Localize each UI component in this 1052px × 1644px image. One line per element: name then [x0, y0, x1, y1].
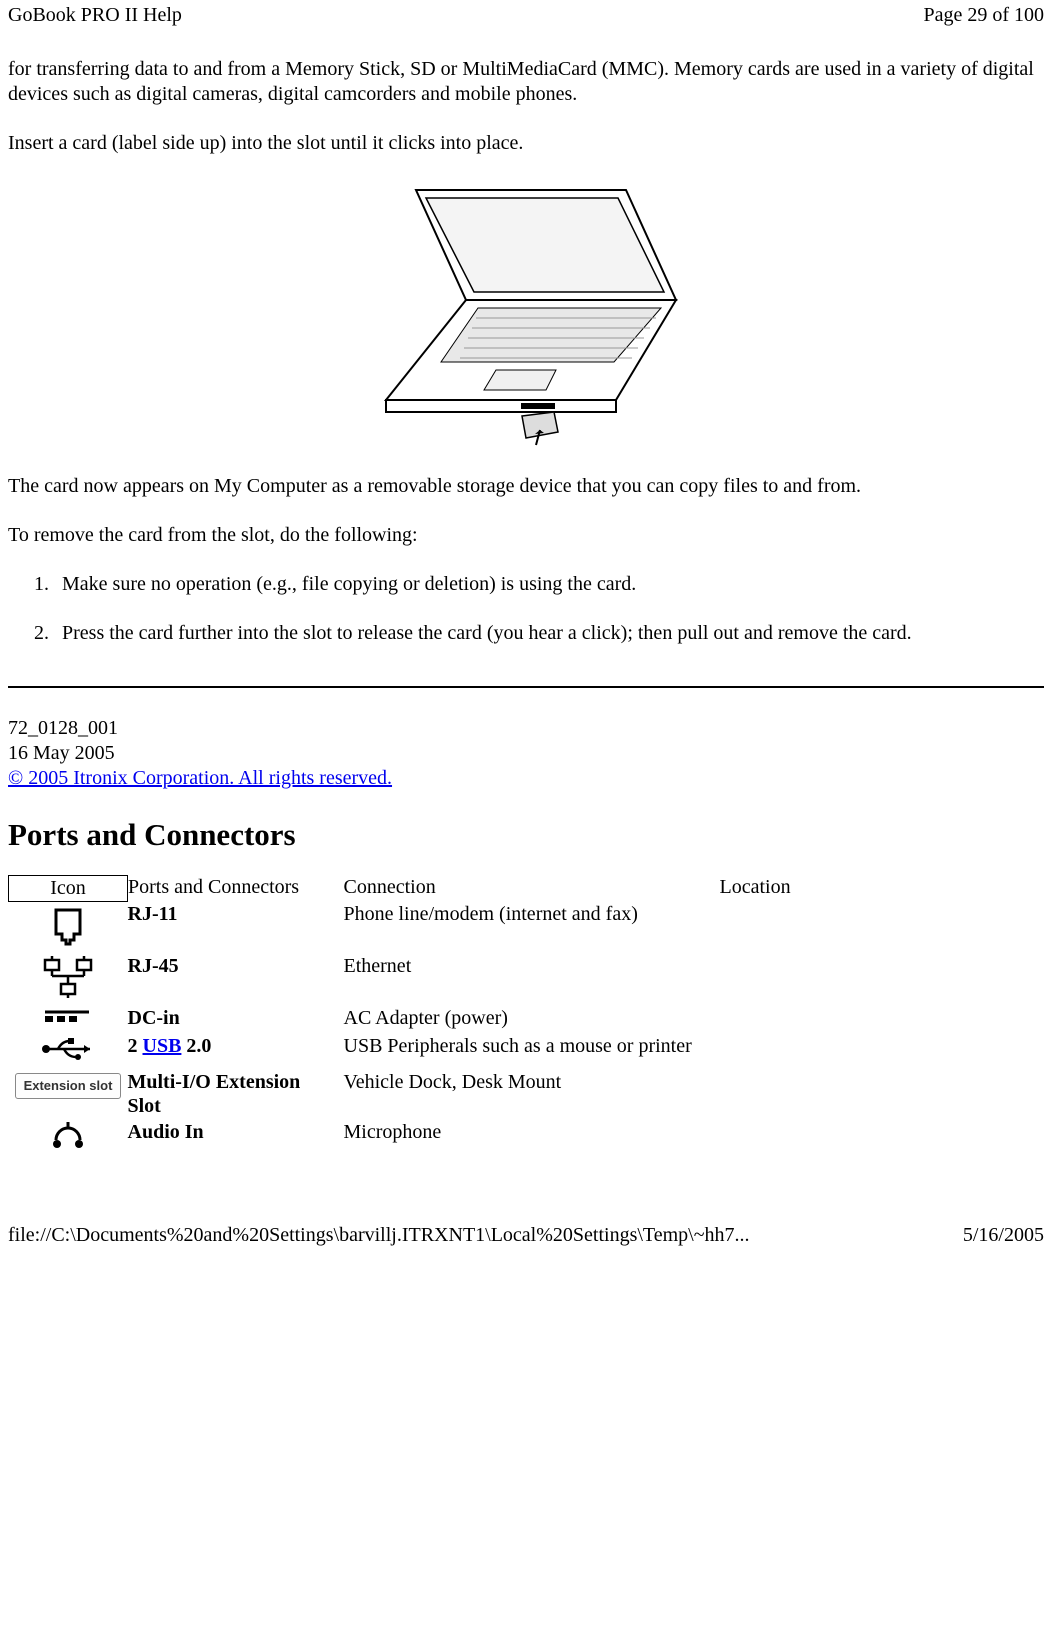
paragraph-remove-intro: To remove the card from the slot, do the…	[8, 523, 1044, 548]
port-location	[720, 954, 1045, 1006]
icon-cell	[9, 954, 128, 1006]
audio-in-icon	[50, 1122, 86, 1162]
port-location	[720, 1070, 1045, 1120]
section-title: Ports and Connectors	[8, 817, 1044, 853]
remove-steps-list: Make sure no operation (e.g., file copyi…	[8, 572, 1044, 646]
page-header: GoBook PRO II Help Page 29 of 100	[8, 0, 1044, 57]
icon-cell: Extension slot	[9, 1070, 128, 1120]
icon-cell	[9, 1006, 128, 1034]
section-divider	[8, 686, 1044, 688]
extension-slot-icon: Extension slot	[15, 1073, 122, 1099]
rj45-icon	[41, 956, 95, 1004]
rj11-icon	[48, 904, 88, 952]
table-header-row: Icon Ports and Connectors Connection Loc…	[9, 876, 1045, 902]
copyright-link[interactable]: © 2005 Itronix Corporation. All rights r…	[8, 767, 392, 789]
port-name: RJ-45	[128, 954, 344, 1006]
port-location	[720, 1006, 1045, 1034]
th-location: Location	[720, 876, 1045, 902]
th-icon: Icon	[9, 876, 128, 902]
footer-path: file://C:\Documents%20and%20Settings\bar…	[8, 1224, 750, 1247]
dcin-icon	[43, 1008, 93, 1032]
usb-link[interactable]: USB	[143, 1035, 182, 1057]
paragraph-intro: for transferring data to and from a Memo…	[8, 57, 1044, 107]
port-location	[720, 1120, 1045, 1164]
footer-date: 5/16/2005	[963, 1224, 1044, 1247]
port-connection: AC Adapter (power)	[344, 1006, 720, 1034]
page-footer: file://C:\Documents%20and%20Settings\bar…	[8, 1164, 1044, 1253]
table-row: Extension slot Multi-I/O Extension Slot …	[9, 1070, 1045, 1120]
laptop-illustration	[346, 180, 706, 450]
table-row: Audio In Microphone	[9, 1120, 1045, 1164]
port-name: Multi-I/O Extension Slot	[128, 1070, 344, 1120]
th-connection: Connection	[344, 876, 720, 902]
table-row: DC-in AC Adapter (power)	[9, 1006, 1045, 1034]
document-number: 72_0128_001	[8, 717, 118, 739]
document-meta: 72_0128_001 16 May 2005 © 2005 Itronix C…	[8, 716, 1044, 791]
icon-cell	[9, 902, 128, 955]
port-connection: USB Peripherals such as a mouse or print…	[344, 1034, 720, 1070]
port-name: Audio In	[128, 1120, 344, 1164]
usb-suffix: 2.0	[181, 1035, 211, 1057]
port-location	[720, 1034, 1045, 1070]
usb-icon	[40, 1036, 96, 1068]
icon-cell	[9, 1120, 128, 1164]
port-connection: Microphone	[344, 1120, 720, 1164]
port-name: DC-in	[128, 1006, 344, 1034]
paragraph-appears: The card now appears on My Computer as a…	[8, 474, 1044, 499]
port-connection: Vehicle Dock, Desk Mount	[344, 1070, 720, 1120]
port-connection: Ethernet	[344, 954, 720, 1006]
document-date: 16 May 2005	[8, 742, 115, 764]
port-connection: Phone line/modem (internet and fax)	[344, 902, 720, 955]
table-row: 2 USB 2.0 USB Peripherals such as a mous…	[9, 1034, 1045, 1070]
usb-prefix: 2	[128, 1035, 143, 1057]
table-row: RJ-11 Phone line/modem (internet and fax…	[9, 902, 1045, 955]
port-name: 2 USB 2.0	[128, 1034, 344, 1070]
header-left: GoBook PRO II Help	[8, 4, 182, 27]
th-ports: Ports and Connectors	[128, 876, 344, 902]
step-1: Make sure no operation (e.g., file copyi…	[54, 572, 1044, 597]
ports-table: Icon Ports and Connectors Connection Loc…	[8, 875, 1044, 1164]
port-location	[720, 902, 1045, 955]
header-right: Page 29 of 100	[923, 4, 1044, 27]
paragraph-insert: Insert a card (label side up) into the s…	[8, 131, 1044, 156]
icon-cell	[9, 1034, 128, 1070]
port-name: RJ-11	[128, 902, 344, 955]
table-row: RJ-45 Ethernet	[9, 954, 1045, 1006]
step-2: Press the card further into the slot to …	[54, 621, 1044, 646]
